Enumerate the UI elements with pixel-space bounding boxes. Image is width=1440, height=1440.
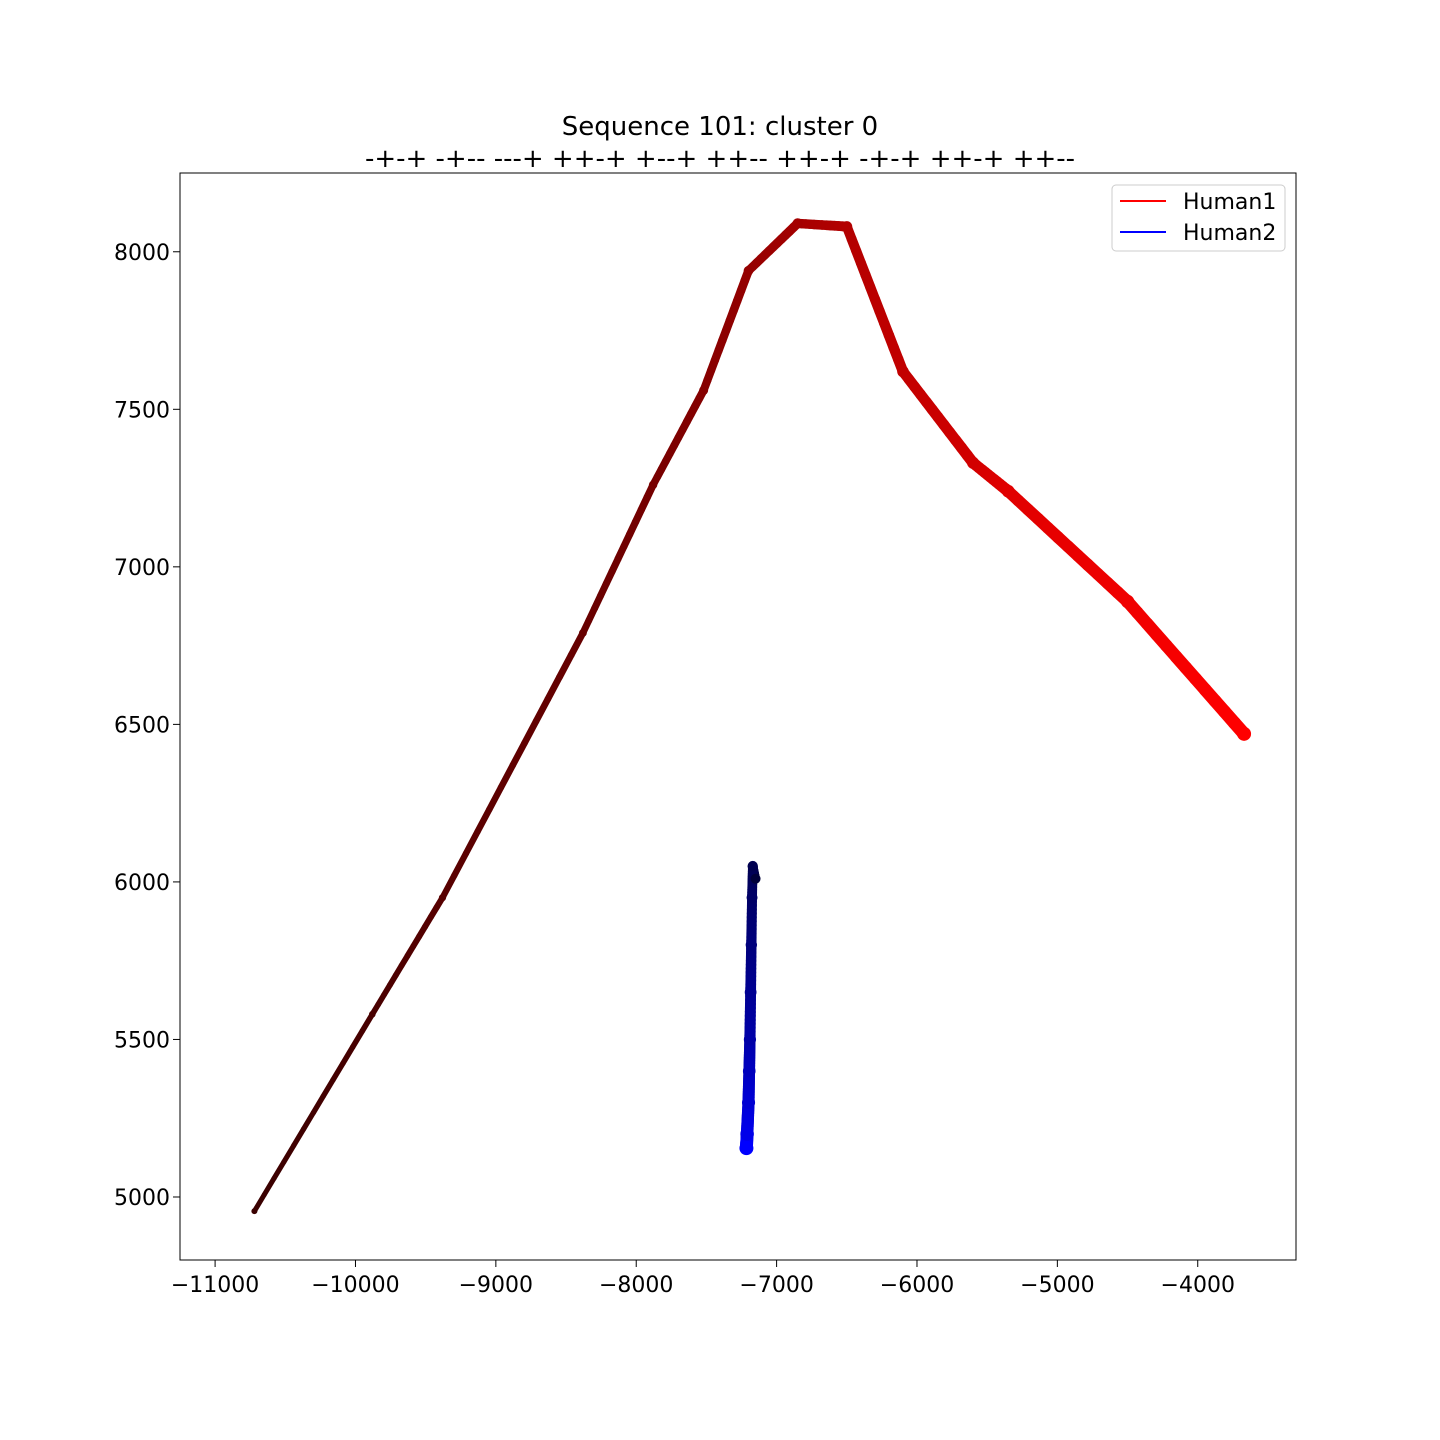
data-point xyxy=(699,385,709,395)
y-axis: 5000 5500 6000 6500 7000 7500 8000 xyxy=(114,241,180,1211)
y-tick-label: 8000 xyxy=(114,241,170,266)
trajectory-segment xyxy=(509,740,528,769)
data-point xyxy=(578,629,587,637)
trajectory-segment xyxy=(532,695,552,725)
y-tick-label: 6500 xyxy=(114,713,170,738)
y-tick-label: 5500 xyxy=(114,1028,170,1053)
trajectory-segment xyxy=(330,1060,346,1083)
x-tick-label: −4000 xyxy=(1161,1273,1235,1298)
chart-title: Sequence 101: cluster 0 xyxy=(561,112,879,142)
data-point xyxy=(648,480,658,490)
trajectory-segment xyxy=(349,1027,366,1050)
y-tick-label: 5000 xyxy=(114,1186,170,1211)
data-point xyxy=(745,939,758,951)
data-point xyxy=(438,894,447,902)
data-point xyxy=(369,1010,376,1018)
trajectory-segment xyxy=(544,673,563,703)
x-tick-label: −7000 xyxy=(739,1273,813,1298)
data-point xyxy=(746,892,758,904)
data-point xyxy=(792,218,803,229)
y-tick-label: 7000 xyxy=(114,556,170,581)
trajectory-segment xyxy=(310,1093,326,1116)
trajectory-segment xyxy=(281,1142,297,1165)
x-tick-label: −10000 xyxy=(311,1273,399,1298)
legend-label-human1: Human1 xyxy=(1183,190,1276,215)
trajectory-segment xyxy=(300,1110,316,1132)
data-point xyxy=(741,1095,756,1110)
trajectory-segment xyxy=(486,784,505,813)
x-tick-label: −5000 xyxy=(1020,1273,1094,1298)
x-tick-label: −8000 xyxy=(599,1273,673,1298)
trajectory-segment xyxy=(462,828,481,857)
trajectory-segment xyxy=(556,651,575,681)
data-point xyxy=(1001,484,1015,498)
data-point xyxy=(750,873,761,884)
trajectory-segment xyxy=(521,717,540,747)
trajectory-segment xyxy=(271,1159,287,1181)
data-point xyxy=(841,221,853,233)
trajectory-segment xyxy=(474,806,493,835)
legend: Human1 Human2 xyxy=(1111,184,1286,252)
data-point xyxy=(740,1127,754,1141)
y-tick-label: 6000 xyxy=(114,871,170,896)
data-point xyxy=(743,1033,757,1046)
data-point xyxy=(1120,594,1135,609)
chart-subtitle: -+-+ -+-- ---+ ++-+ +--+ ++-- ++-+ -+-+ … xyxy=(364,144,1076,174)
data-point xyxy=(744,986,757,999)
trajectory-segment xyxy=(340,1044,356,1067)
trajectory-segment xyxy=(291,1126,307,1149)
x-tick-label: −6000 xyxy=(880,1273,954,1298)
x-tick-label: −11000 xyxy=(171,1273,259,1298)
data-point xyxy=(743,265,754,276)
series-human2 xyxy=(739,860,761,1156)
data-point xyxy=(739,1141,754,1156)
y-tick-label: 7500 xyxy=(114,398,170,423)
x-tick-label: −9000 xyxy=(459,1273,533,1298)
trajectory-segment xyxy=(439,872,458,901)
data-point xyxy=(1237,726,1252,741)
plot-area xyxy=(251,218,1252,1215)
trajectory-segment xyxy=(261,1175,277,1198)
axes-frame xyxy=(179,172,1297,1261)
data-point xyxy=(742,1064,756,1078)
trajectory-segment xyxy=(497,762,516,791)
data-point xyxy=(967,456,980,469)
trajectory-segment xyxy=(320,1077,336,1099)
x-axis: −11000 −10000 −9000 −8000 −7000 −6000 −5000 −40… xyxy=(171,1260,1235,1298)
series-human1 xyxy=(251,218,1252,1215)
data-point xyxy=(747,860,758,872)
trajectory-segment xyxy=(251,1192,267,1214)
legend-label-human2: Human2 xyxy=(1183,221,1276,246)
data-point xyxy=(897,365,909,378)
data-point xyxy=(251,1208,258,1215)
trajectory-segment xyxy=(567,629,587,659)
trajectory-segment xyxy=(451,850,470,879)
